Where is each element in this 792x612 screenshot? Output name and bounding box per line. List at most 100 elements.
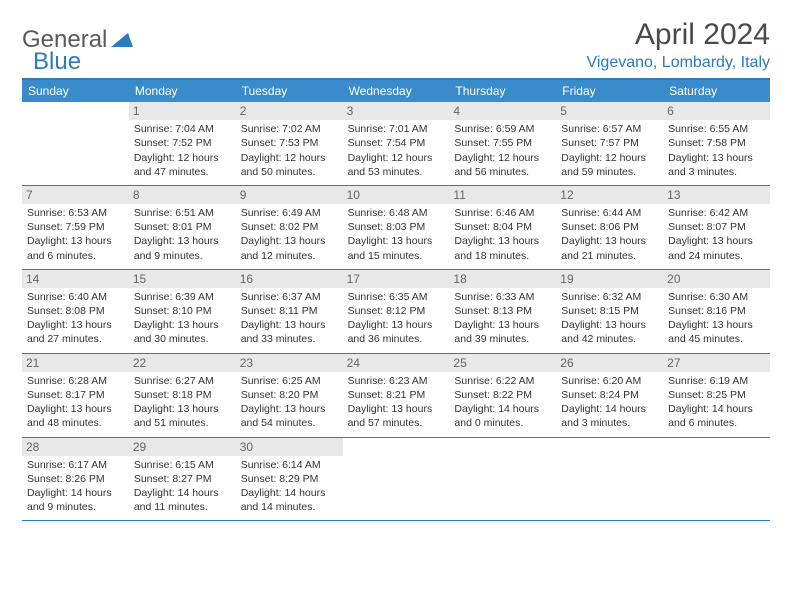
day-detail-line: and 18 minutes. [454, 249, 551, 263]
day-detail-line: Sunrise: 6:17 AM [27, 458, 124, 472]
day-detail-line: Daylight: 12 hours [134, 151, 231, 165]
day-detail-line: Sunset: 7:52 PM [134, 136, 231, 150]
day-cell: 13 Sunrise: 6:42 AMSunset: 8:07 PMDayligh… [663, 186, 770, 269]
day-detail-line: and 30 minutes. [134, 332, 231, 346]
day-detail-line: Sunset: 8:11 PM [241, 304, 338, 318]
day-cell: 4Sunrise: 6:59 AMSunset: 7:55 PMDaylight… [449, 102, 556, 185]
title-block: April 2024 Vigevano, Lombardy, Italy [586, 18, 770, 72]
day-detail-line: Sunrise: 6:55 AM [668, 122, 765, 136]
day-cell: 23Sunrise: 6:25 AMSunset: 8:20 PMDayligh… [236, 354, 343, 437]
day-cell [22, 102, 129, 185]
day-number: 21 [22, 354, 129, 372]
day-detail-line: Sunrise: 6:28 AM [27, 374, 124, 388]
day-cell: 1Sunrise: 7:04 AMSunset: 7:52 PMDaylight… [129, 102, 236, 185]
day-cell: 5Sunrise: 6:57 AMSunset: 7:57 PMDaylight… [556, 102, 663, 185]
day-detail-line: Sunset: 7:57 PM [561, 136, 658, 150]
day-cell [343, 438, 450, 521]
day-detail-line: Sunrise: 7:01 AM [348, 122, 445, 136]
day-detail-line: Sunset: 8:08 PM [27, 304, 124, 318]
day-number: 12 [556, 186, 663, 204]
day-detail-line: and 36 minutes. [348, 332, 445, 346]
day-detail-line: Daylight: 13 hours [348, 234, 445, 248]
day-detail-line: Sunset: 8:04 PM [454, 220, 551, 234]
day-detail-line: Daylight: 13 hours [668, 234, 765, 248]
day-detail-line: and 6 minutes. [27, 249, 124, 263]
day-detail-line: Sunset: 7:58 PM [668, 136, 765, 150]
day-number: 28 [22, 438, 129, 456]
day-number: 27 [663, 354, 770, 372]
day-detail-line: Daylight: 13 hours [134, 318, 231, 332]
day-detail-line: Daylight: 13 hours [241, 402, 338, 416]
day-detail-line: Sunrise: 6:57 AM [561, 122, 658, 136]
day-number: 25 [449, 354, 556, 372]
day-detail-line: and 54 minutes. [241, 416, 338, 430]
day-number: 14 [22, 270, 129, 288]
week-row: 14Sunrise: 6:40 AMSunset: 8:08 PMDayligh… [22, 270, 770, 354]
day-detail-line: Sunrise: 6:59 AM [454, 122, 551, 136]
day-number: 1 [129, 102, 236, 120]
week-row: 28 Sunrise: 6:17 AMSunset: 8:26 PM Dayligh… [22, 438, 770, 522]
day-detail-line: and 33 minutes. [241, 332, 338, 346]
day-detail-line: Daylight: 13 hours [348, 402, 445, 416]
weekday-header: Tuesday [236, 80, 343, 102]
day-detail-line: and 57 minutes. [348, 416, 445, 430]
day-detail-line: and 0 minutes. [454, 416, 551, 430]
day-detail-line: Sunset: 8:07 PM [668, 220, 765, 234]
day-cell: 16Sunrise: 6:37 AMSunset: 8:11 PMDayligh… [236, 270, 343, 353]
day-detail-line: Daylight: 13 hours [454, 318, 551, 332]
day-detail-line: Sunset: 7:53 PM [241, 136, 338, 150]
day-detail-line: Sunrise: 6:42 AM [668, 206, 765, 220]
day-detail-line: Daylight: 13 hours [27, 402, 124, 416]
day-detail-line: Sunset: 8:25 PM [668, 388, 765, 402]
day-detail-line: Sunrise: 6:49 AM [241, 206, 338, 220]
day-detail-line: and 50 minutes. [241, 165, 338, 179]
day-detail-line: Sunset: 8:26 PM [27, 472, 124, 486]
weekday-header: Wednesday [343, 80, 450, 102]
day-number: 23 [236, 354, 343, 372]
day-detail-line: and 11 minutes. [134, 500, 231, 514]
week-row: 1Sunrise: 7:04 AMSunset: 7:52 PMDaylight… [22, 102, 770, 186]
day-detail-line: and 9 minutes. [134, 249, 231, 263]
weekday-header: Saturday [663, 80, 770, 102]
day-number: 9 [236, 186, 343, 204]
day-cell: 15Sunrise: 6:39 AMSunset: 8:10 PMDayligh… [129, 270, 236, 353]
day-detail-line: and 56 minutes. [454, 165, 551, 179]
day-detail-line: Daylight: 14 hours [454, 402, 551, 416]
day-cell: 2Sunrise: 7:02 AMSunset: 7:53 PMDaylight… [236, 102, 343, 185]
day-detail-line: Daylight: 12 hours [241, 151, 338, 165]
day-detail-line: Sunset: 8:01 PM [134, 220, 231, 234]
day-number: 24 [343, 354, 450, 372]
day-detail-line: Sunrise: 6:22 AM [454, 374, 551, 388]
day-cell: 17Sunrise: 6:35 AMSunset: 8:12 PMDayligh… [343, 270, 450, 353]
day-detail-line: Sunset: 8:29 PM [241, 472, 338, 486]
day-detail-line: Sunrise: 6:33 AM [454, 290, 551, 304]
day-detail-line: Sunrise: 6:44 AM [561, 206, 658, 220]
day-detail-line: Sunrise: 6:30 AM [668, 290, 765, 304]
day-detail-line: Sunset: 8:02 PM [241, 220, 338, 234]
day-detail-line: and 15 minutes. [348, 249, 445, 263]
day-detail-line: and 27 minutes. [27, 332, 124, 346]
day-detail-line: Sunrise: 6:53 AM [27, 206, 124, 220]
day-detail-line: Daylight: 13 hours [668, 318, 765, 332]
day-detail-line: Sunset: 7:54 PM [348, 136, 445, 150]
day-detail-line: Daylight: 13 hours [241, 234, 338, 248]
day-detail-line: Sunrise: 6:39 AM [134, 290, 231, 304]
weekday-header: Friday [556, 80, 663, 102]
day-detail-line: Sunset: 8:15 PM [561, 304, 658, 318]
day-detail-line: Sunrise: 6:15 AM [134, 458, 231, 472]
day-detail-line: Daylight: 14 hours [134, 486, 231, 500]
header: General April 2024 Vigevano, Lombardy, I… [22, 18, 770, 72]
day-detail-line: and 39 minutes. [454, 332, 551, 346]
day-number: 4 [449, 102, 556, 120]
day-detail-line: Daylight: 13 hours [134, 234, 231, 248]
day-cell: 10Sunrise: 6:48 AMSunset: 8:03 PMDayligh… [343, 186, 450, 269]
day-detail-line: Sunset: 8:20 PM [241, 388, 338, 402]
day-cell: 6Sunrise: 6:55 AMSunset: 7:58 PMDaylight… [663, 102, 770, 185]
day-detail-line: Sunset: 8:17 PM [27, 388, 124, 402]
day-detail-line: and 9 minutes. [27, 500, 124, 514]
day-detail-line: Sunrise: 6:20 AM [561, 374, 658, 388]
day-number: 16 [236, 270, 343, 288]
week-row: 21Sunrise: 6:28 AMSunset: 8:17 PMDayligh… [22, 354, 770, 438]
day-number: 13 [663, 186, 770, 204]
day-cell: 3Sunrise: 7:01 AMSunset: 7:54 PMDaylight… [343, 102, 450, 185]
